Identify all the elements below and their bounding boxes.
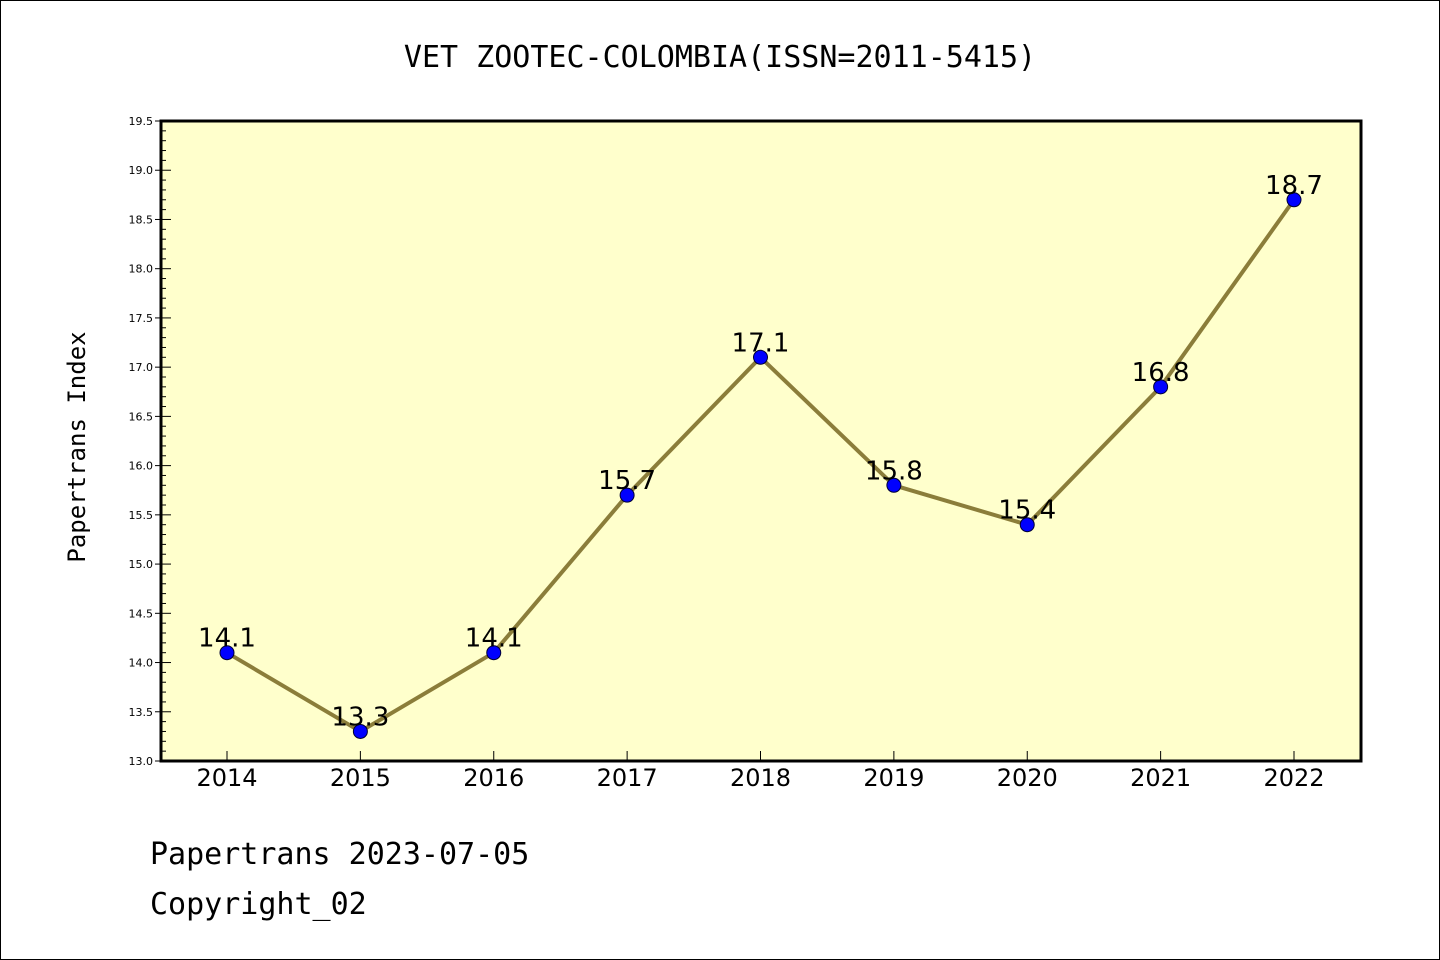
x-tick-label: 2015 xyxy=(330,764,391,792)
y-axis-label: Papertrans Index xyxy=(63,331,91,562)
data-point xyxy=(486,645,502,661)
data-point xyxy=(1286,192,1302,208)
data-label: 14.1 xyxy=(465,624,523,654)
chart-title: VET ZOOTEC-COLOMBIA(ISSN=2011-5415) xyxy=(404,40,1036,75)
data-label: 15.8 xyxy=(865,456,923,486)
y-tick-label: 16.0 xyxy=(129,460,154,473)
data-point xyxy=(886,477,902,493)
y-tick-label: 17.5 xyxy=(129,312,154,325)
data-point xyxy=(1019,517,1035,533)
x-tick-label: 2020 xyxy=(997,764,1058,792)
data-point xyxy=(753,349,768,365)
x-tick-label: 2022 xyxy=(1263,764,1324,792)
y-tick-label: 16.5 xyxy=(129,410,154,423)
y-tick-label: 14.5 xyxy=(129,607,154,620)
x-tick-label: 2019 xyxy=(863,764,924,792)
data-point xyxy=(619,487,635,503)
data-label: 14.1 xyxy=(198,624,256,654)
y-tick-label: 13.0 xyxy=(129,755,154,768)
x-tick-label: 2016 xyxy=(463,764,524,792)
x-tick-label: 2017 xyxy=(597,764,658,792)
plot-border xyxy=(159,119,1363,763)
x-axis-ticks: 2014 2015 2016 2017 2018 2019 2020 2021 2022 xyxy=(196,751,1325,792)
y-tick-label: 19.5 xyxy=(129,115,154,128)
data-point xyxy=(1153,379,1169,395)
series-group: 14.1 13.3 14.1 15.7 17.1 15.8 15.4 16.8 18.7 xyxy=(198,171,1323,739)
data-point xyxy=(352,723,368,739)
data-label: 16.8 xyxy=(1132,358,1190,388)
data-point xyxy=(219,645,235,661)
y-axis-ticks: 13.0 13.5 14.0 14.5 15.0 15.5 16.0 16.5 17.0 17.5… xyxy=(129,115,161,768)
y-tick-label: 14.0 xyxy=(129,657,154,670)
y-tick-label: 17.0 xyxy=(129,361,154,374)
x-tick-label: 2014 xyxy=(196,764,257,792)
y-tick-label: 18.0 xyxy=(129,263,154,276)
y-tick-label: 19.0 xyxy=(129,164,154,177)
data-label: 17.1 xyxy=(732,328,790,358)
data-label: 13.3 xyxy=(331,702,389,732)
y-tick-label: 15.0 xyxy=(129,558,154,571)
y-tick-label: 15.5 xyxy=(129,509,154,522)
y-tick-label: 18.5 xyxy=(129,213,154,226)
data-label: 18.7 xyxy=(1265,171,1323,201)
x-tick-label: 2021 xyxy=(1130,764,1191,792)
data-label: 15.7 xyxy=(598,466,656,496)
y-tick-label: 13.5 xyxy=(129,706,154,719)
data-label: 15.4 xyxy=(998,496,1056,526)
x-tick-label: 2018 xyxy=(730,764,791,792)
footer-copyright-text: Copyright_02 xyxy=(150,887,367,922)
footer-date-text: Papertrans 2023-07-05 xyxy=(150,837,529,872)
plot-area xyxy=(161,121,1361,761)
